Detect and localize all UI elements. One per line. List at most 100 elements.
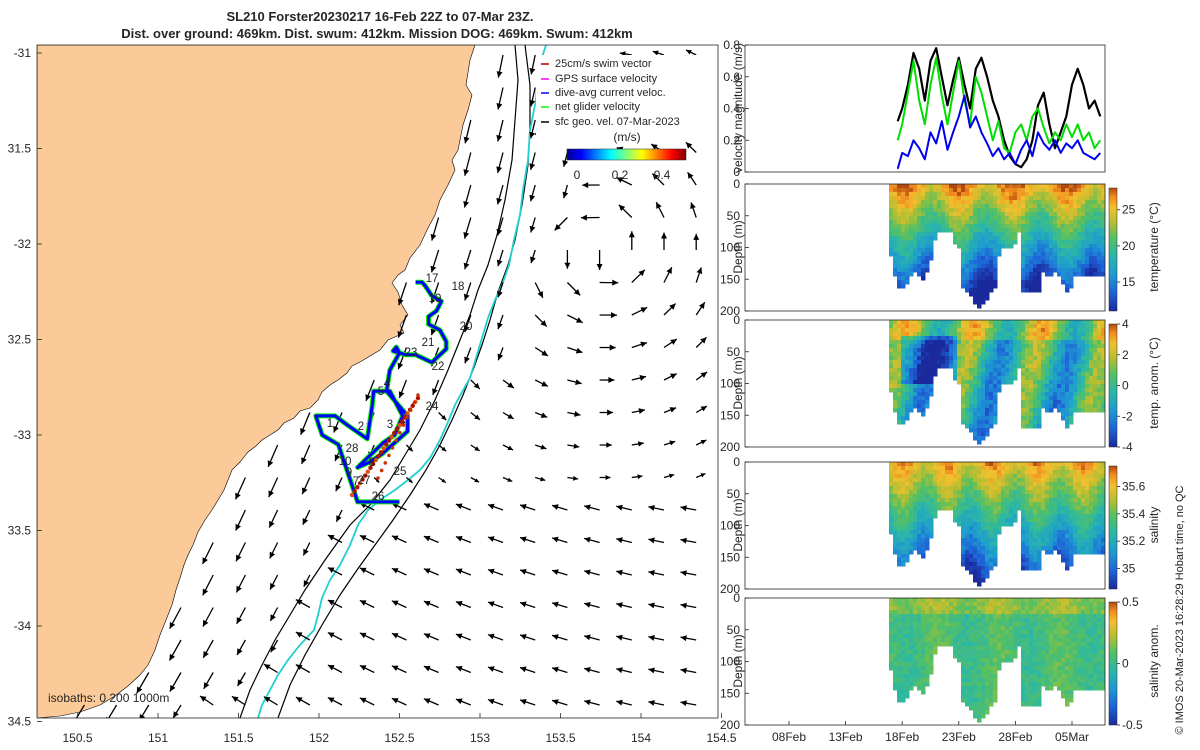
section-cell: [1037, 276, 1042, 281]
section-cell: [969, 264, 974, 269]
section-cell: [1029, 260, 1034, 265]
section-cell: [1085, 336, 1090, 341]
section-cell: [981, 550, 986, 555]
section-cell: [933, 474, 938, 479]
section-cell: [1057, 192, 1062, 197]
section-cell: [1097, 252, 1102, 257]
section-cell: [1089, 384, 1094, 389]
section-cell: [937, 184, 942, 189]
section-cell: [1045, 192, 1050, 197]
velocity-vector-head: [520, 601, 527, 608]
section-cell: [1029, 372, 1034, 377]
section-cell: [1073, 260, 1078, 265]
velocity-vector-head: [648, 537, 655, 544]
section-cell: [985, 272, 990, 277]
section-cell: [925, 404, 930, 409]
section-cell: [961, 530, 966, 535]
velocity-vector-head: [669, 407, 677, 413]
section-cell: [913, 184, 918, 189]
section-cell: [893, 220, 898, 225]
section-cell: [1025, 380, 1030, 385]
section-cell: [1041, 208, 1046, 213]
section-cell: [925, 466, 930, 471]
section-cell: [1057, 482, 1062, 487]
section-cell: [1041, 184, 1046, 189]
section-cell: [969, 706, 974, 711]
section-cell: [1033, 538, 1038, 543]
section-cell: [965, 690, 970, 695]
section-cell: [977, 336, 982, 341]
section-cell: [1045, 200, 1050, 205]
section-cell: [953, 200, 958, 205]
section-cell: [897, 280, 902, 285]
section-cell: [897, 348, 902, 353]
section-cell: [1029, 392, 1034, 397]
section-cell: [909, 518, 914, 523]
section-cell: [1073, 466, 1078, 471]
section-cell: [985, 622, 990, 627]
section-cell: [897, 272, 902, 277]
section-cell: [901, 396, 906, 401]
section-cell: [981, 662, 986, 667]
section-cell: [1041, 518, 1046, 523]
section-cell: [957, 598, 962, 603]
section-cell: [941, 224, 946, 229]
section-cell: [1025, 352, 1030, 357]
velocity-vector-head: [300, 428, 306, 435]
section-cell: [1101, 356, 1105, 361]
section-cell: [909, 404, 914, 409]
section-cell: [985, 236, 990, 241]
section-cell: [933, 598, 938, 603]
velocity-vector-head: [573, 288, 581, 296]
section-cell: [905, 502, 910, 507]
section-cell: [925, 384, 930, 389]
section-cell: [1057, 352, 1062, 357]
section-cell: [1049, 228, 1054, 233]
velocity-vector-head: [463, 325, 470, 333]
section-cells: [889, 320, 1105, 445]
section-cell: [929, 244, 934, 249]
section-cell: [1041, 470, 1046, 475]
section-cell: [925, 646, 930, 651]
section-cell: [965, 320, 970, 325]
section-cell: [1049, 332, 1054, 337]
section-cell: [893, 344, 898, 349]
section-cell: [985, 674, 990, 679]
section-cell: [1097, 376, 1102, 381]
velocity-vector-head: [666, 267, 672, 274]
section-cell: [909, 614, 914, 619]
section-cell: [969, 638, 974, 643]
section-cell: [985, 228, 990, 233]
section-cell: [1005, 514, 1010, 519]
track-day-label: 21: [422, 337, 435, 349]
section-cell: [1041, 240, 1046, 245]
section-cell: [1061, 470, 1066, 475]
section-cell: [1061, 502, 1066, 507]
section-cell: [921, 466, 926, 471]
section-cell: [1009, 372, 1014, 377]
section-cell: [1049, 272, 1054, 277]
section-cell: [1089, 534, 1094, 539]
section-cell: [901, 384, 906, 389]
section-cell: [1005, 474, 1010, 479]
section-cell: [985, 474, 990, 479]
section-cell: [1085, 256, 1090, 261]
section-cell: [977, 252, 982, 257]
section-cell: [969, 348, 974, 353]
section-cell: [905, 638, 910, 643]
section-cell: [917, 320, 922, 325]
section-cell: [961, 324, 966, 329]
section-cell: [905, 466, 910, 471]
section-cell: [977, 320, 982, 325]
section-cell: [1069, 196, 1074, 201]
section-cell: [1037, 412, 1042, 417]
section-cell: [1057, 550, 1062, 555]
section-cell: [1017, 486, 1022, 491]
section-cell: [889, 228, 894, 233]
section-cell: [1033, 324, 1038, 329]
section-cell: [1021, 236, 1026, 241]
section-cell: [929, 380, 934, 385]
section-cell: [921, 622, 926, 627]
section-cell: [901, 674, 906, 679]
section-cell: [897, 380, 902, 385]
